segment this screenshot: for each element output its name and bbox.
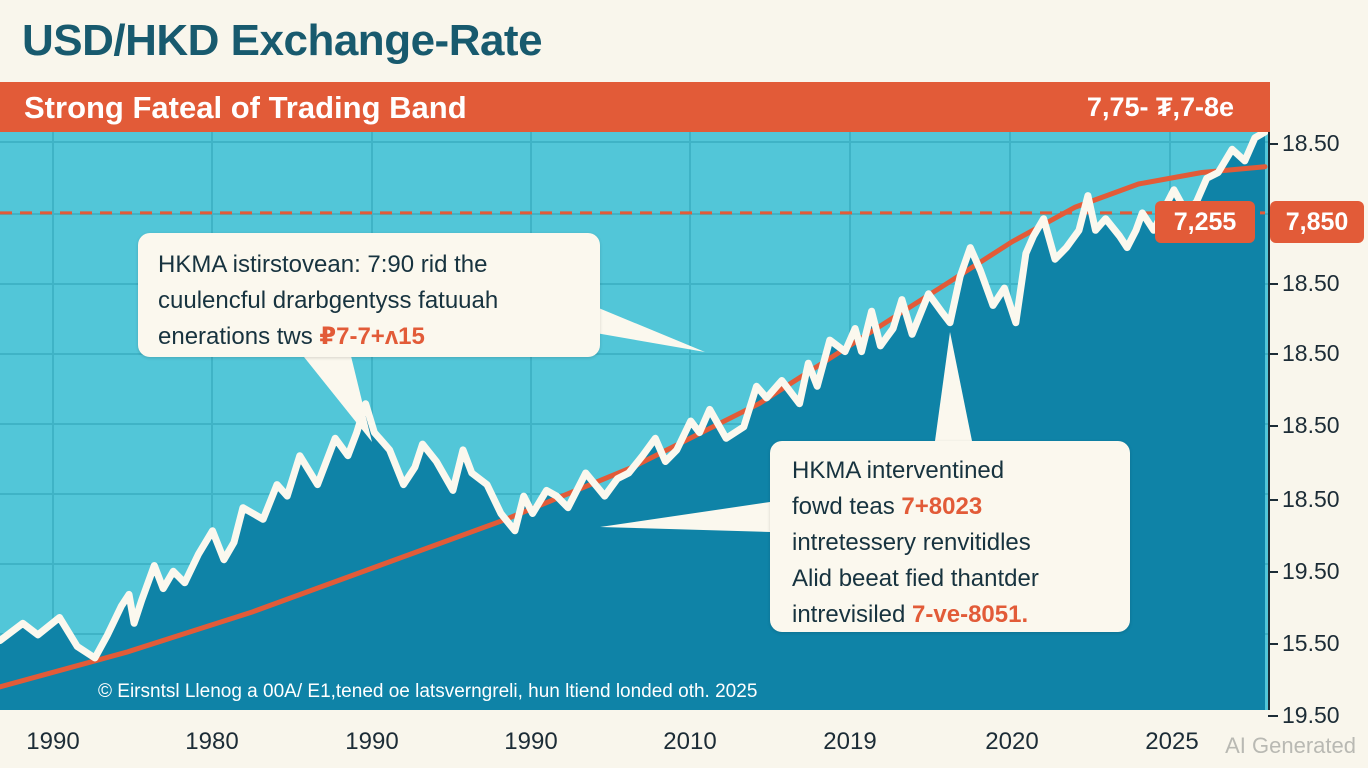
y-tick-mark: [1268, 571, 1278, 573]
banner-title: Strong Fateal of Trading Band: [24, 90, 467, 125]
callout-hkma-intervention: HKMA interventined fowd teas 7+8023 intr…: [770, 441, 1130, 632]
value-label-right: 7,850: [1270, 201, 1364, 243]
watermark: AI Generated: [1225, 733, 1356, 758]
y-tick-mark: [1268, 283, 1278, 285]
callout-tail: [300, 352, 372, 442]
callout-tail: [600, 502, 770, 532]
callout-line: cuulencful drarbgentyss fatuuah: [158, 287, 499, 314]
y-tick-mark: [1268, 425, 1278, 427]
callout-line: HKMA interventined: [792, 457, 1005, 484]
subtitle-banner: Strong Fateal of Trading Band 7,75- ₮,7-…: [0, 82, 1270, 132]
x-tick-label: 1990: [26, 728, 80, 755]
y-tick-label: 19.50: [1282, 702, 1340, 728]
y-tick-mark: [1268, 499, 1278, 501]
callout-line: fowd teas 7+8023: [792, 489, 1108, 525]
y-tick-label: 18.50: [1282, 130, 1340, 156]
y-tick-mark: [1268, 715, 1278, 717]
callout-text: intrevisiled: [792, 601, 913, 628]
x-tick-label: 2025: [1145, 728, 1199, 755]
callout-line: Alid beeat fied thantder: [792, 565, 1039, 592]
rate-line: [0, 132, 1269, 662]
callout-text: enerations tws: [158, 323, 320, 350]
y-axis-line: [1268, 132, 1270, 710]
y-tick-label: 18.50: [1282, 270, 1340, 296]
x-tick-label: 1990: [504, 728, 558, 755]
y-tick-label: 18.50: [1282, 340, 1340, 366]
callout-highlight: 7-ve-8051.: [912, 601, 1029, 628]
y-tick-label: 19.50: [1282, 558, 1340, 584]
y-tick-mark: [1268, 143, 1278, 145]
y-tick-mark: [1268, 643, 1278, 645]
x-tick-label: 1980: [185, 728, 239, 755]
y-tick-label: 15.50: [1282, 630, 1340, 656]
band-range-label: 7,75- ₮,7-8e: [1086, 92, 1234, 122]
y-tick-mark: [1268, 353, 1278, 355]
callout-hkma-note: HKMA istirstovean: 7:90 rid the cuulencf…: [138, 233, 600, 357]
callout-line: enerations tws ₽7-7+ᴧ15: [158, 319, 580, 355]
y-tick-label: 18.50: [1282, 412, 1340, 438]
x-tick-label: 2020: [985, 728, 1039, 755]
callout-line: intretessery renvitidles: [792, 529, 1031, 556]
callout-tail: [935, 332, 972, 441]
x-tick-label: 1990: [345, 728, 399, 755]
callout-highlight: 7+8023: [901, 493, 983, 520]
callout-line: intrevisiled 7-ve-8051.: [792, 597, 1108, 633]
x-tick-label: 2010: [663, 728, 717, 755]
y-tick-label: 18.50: [1282, 486, 1340, 512]
value-label-left: 7,255: [1155, 201, 1255, 243]
chart-title: USD/HKD Exchange-Rate: [22, 16, 543, 65]
callout-text: fowd teas: [792, 493, 902, 520]
callout-highlight: ₽7-7+ᴧ15: [319, 323, 425, 350]
x-tick-label: 2019: [823, 728, 877, 755]
callout-line: HKMA istirstovean: 7:90 rid the: [158, 251, 488, 278]
credit-text: © Eirsntsl Llenog a 00A/ E1,tened oe lat…: [98, 681, 758, 702]
